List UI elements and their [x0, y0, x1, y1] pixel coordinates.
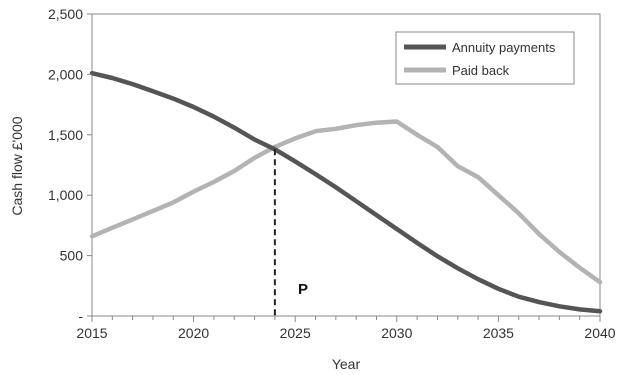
x-tick-label: 2035	[483, 325, 514, 341]
y-tick-label: 1,000	[48, 187, 83, 203]
x-tick-label: 2030	[381, 325, 412, 341]
y-tick-label: 500	[60, 248, 84, 264]
axes: - 500 1,000 1,500 2,000 2,500 2015 2020 2025 2030…	[48, 6, 616, 341]
legend-label-annuity: Annuity payments	[452, 40, 556, 55]
x-tick-label: 2015	[76, 325, 107, 341]
x-axis-title: Year	[332, 356, 361, 372]
y-tick-label: 1,500	[48, 127, 83, 143]
x-tick-label: 2040	[584, 325, 615, 341]
legend-box	[395, 31, 575, 85]
legend: Annuity payments Paid back	[395, 31, 575, 85]
legend-label-paid-back: Paid back	[452, 63, 510, 78]
y-tick-label: 2,500	[48, 6, 83, 22]
annotation-label-p: P	[298, 281, 308, 298]
y-axis-title: Cash flow £'000	[9, 116, 25, 215]
annuity-payments-line	[89, 70, 603, 314]
y-tick-label: -	[78, 308, 83, 324]
x-tick-label: 2025	[280, 325, 311, 341]
paid-back-line	[89, 119, 603, 285]
y-tick-label: 2,000	[48, 66, 83, 82]
chart-marks	[89, 70, 603, 316]
x-tick-label: 2020	[178, 325, 209, 341]
